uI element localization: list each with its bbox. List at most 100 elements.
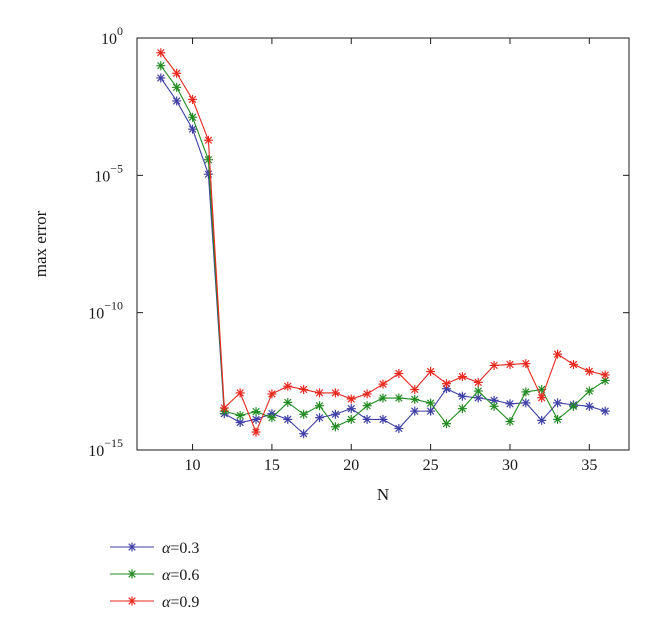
plot-frame (136, 37, 630, 451)
data-point (489, 360, 499, 370)
data-point (251, 427, 261, 437)
data-point (473, 386, 483, 396)
x-tick-label: 10 (185, 457, 201, 474)
data-point (410, 394, 420, 404)
data-point (346, 394, 356, 404)
legend-marker (127, 596, 137, 606)
data-point (505, 399, 515, 409)
data-point (457, 372, 467, 382)
data-point (394, 423, 404, 433)
data-point (378, 379, 388, 389)
y-axis-ticks: 100 10−5 10−10 10−15 (88, 24, 629, 460)
series-line (160, 65, 606, 428)
data-point (251, 407, 261, 417)
data-point (219, 403, 229, 413)
x-axis-label: N (377, 485, 389, 504)
legend: α=0.3 α=0.6 α=0.9 (110, 540, 199, 611)
data-point (553, 349, 563, 359)
data-point (283, 414, 293, 424)
legend-label: α=0.3 (162, 540, 199, 557)
legend-entry: α=0.3 (110, 540, 199, 557)
data-point (537, 415, 547, 425)
data-point (410, 406, 420, 416)
data-point (394, 393, 404, 403)
y-tick-label: 100 (101, 24, 123, 48)
series-line (160, 52, 606, 434)
data-point (203, 169, 213, 179)
y-tick-label: 10−10 (88, 299, 123, 323)
data-point (315, 388, 325, 398)
data-point (188, 94, 198, 104)
data-point (537, 393, 547, 403)
data-point (203, 135, 213, 145)
y-axis-label: max error (31, 210, 50, 277)
data-point (330, 422, 340, 432)
data-point (457, 391, 467, 401)
data-point (426, 367, 436, 377)
data-point (410, 384, 420, 394)
data-point (426, 398, 436, 408)
x-tick-label: 35 (581, 457, 597, 474)
data-point (489, 401, 499, 411)
data-point (156, 48, 166, 58)
data-point (568, 359, 578, 369)
legend-entry: α=0.9 (110, 594, 199, 611)
data-point (315, 413, 325, 423)
data-point (156, 73, 166, 83)
data-point (568, 401, 578, 411)
data-point (521, 398, 531, 408)
data-point (299, 429, 309, 439)
data-point (521, 387, 531, 397)
data-point (315, 401, 325, 411)
data-point (600, 406, 610, 416)
data-point (267, 389, 277, 399)
data-point (378, 414, 388, 424)
data-point (188, 112, 198, 122)
x-tick-label: 20 (343, 457, 359, 474)
series-1 (156, 73, 610, 439)
legend-marker (127, 542, 137, 552)
x-tick-label: 25 (423, 457, 439, 474)
data-point (362, 389, 372, 399)
data-point (378, 393, 388, 403)
data-point (188, 124, 198, 134)
series-2 (156, 61, 610, 432)
data-point (426, 406, 436, 416)
data-point (584, 366, 594, 376)
data-point (283, 397, 293, 407)
data-point (362, 414, 372, 424)
data-point (362, 401, 372, 411)
data-point (251, 414, 261, 424)
data-point (394, 368, 404, 378)
data-point (505, 416, 515, 426)
data-point (600, 370, 610, 380)
data-point (441, 379, 451, 389)
y-tick-label: 10−5 (94, 161, 123, 185)
data-point (299, 384, 309, 394)
data-point (457, 404, 467, 414)
data-point (156, 61, 166, 71)
x-axis-ticks: 10 15 20 25 30 35 (185, 38, 597, 474)
y-tick-label: 10−15 (88, 436, 123, 460)
data-point (330, 388, 340, 398)
data-point (235, 411, 245, 421)
data-point (203, 155, 213, 165)
legend-label: α=0.6 (162, 567, 199, 584)
data-point (172, 82, 182, 92)
data-point (505, 359, 515, 369)
legend-entry: α=0.6 (110, 567, 199, 584)
data-point (584, 386, 594, 396)
series-3 (156, 48, 610, 437)
data-point (172, 96, 182, 106)
x-tick-label: 30 (502, 457, 518, 474)
data-point (553, 398, 563, 408)
data-point (330, 409, 340, 419)
data-point (473, 377, 483, 387)
data-point (346, 404, 356, 414)
legend-label: α=0.9 (162, 594, 199, 611)
data-point (267, 413, 277, 423)
legend-marker (127, 569, 137, 579)
data-point (521, 359, 531, 369)
data-point (172, 68, 182, 78)
